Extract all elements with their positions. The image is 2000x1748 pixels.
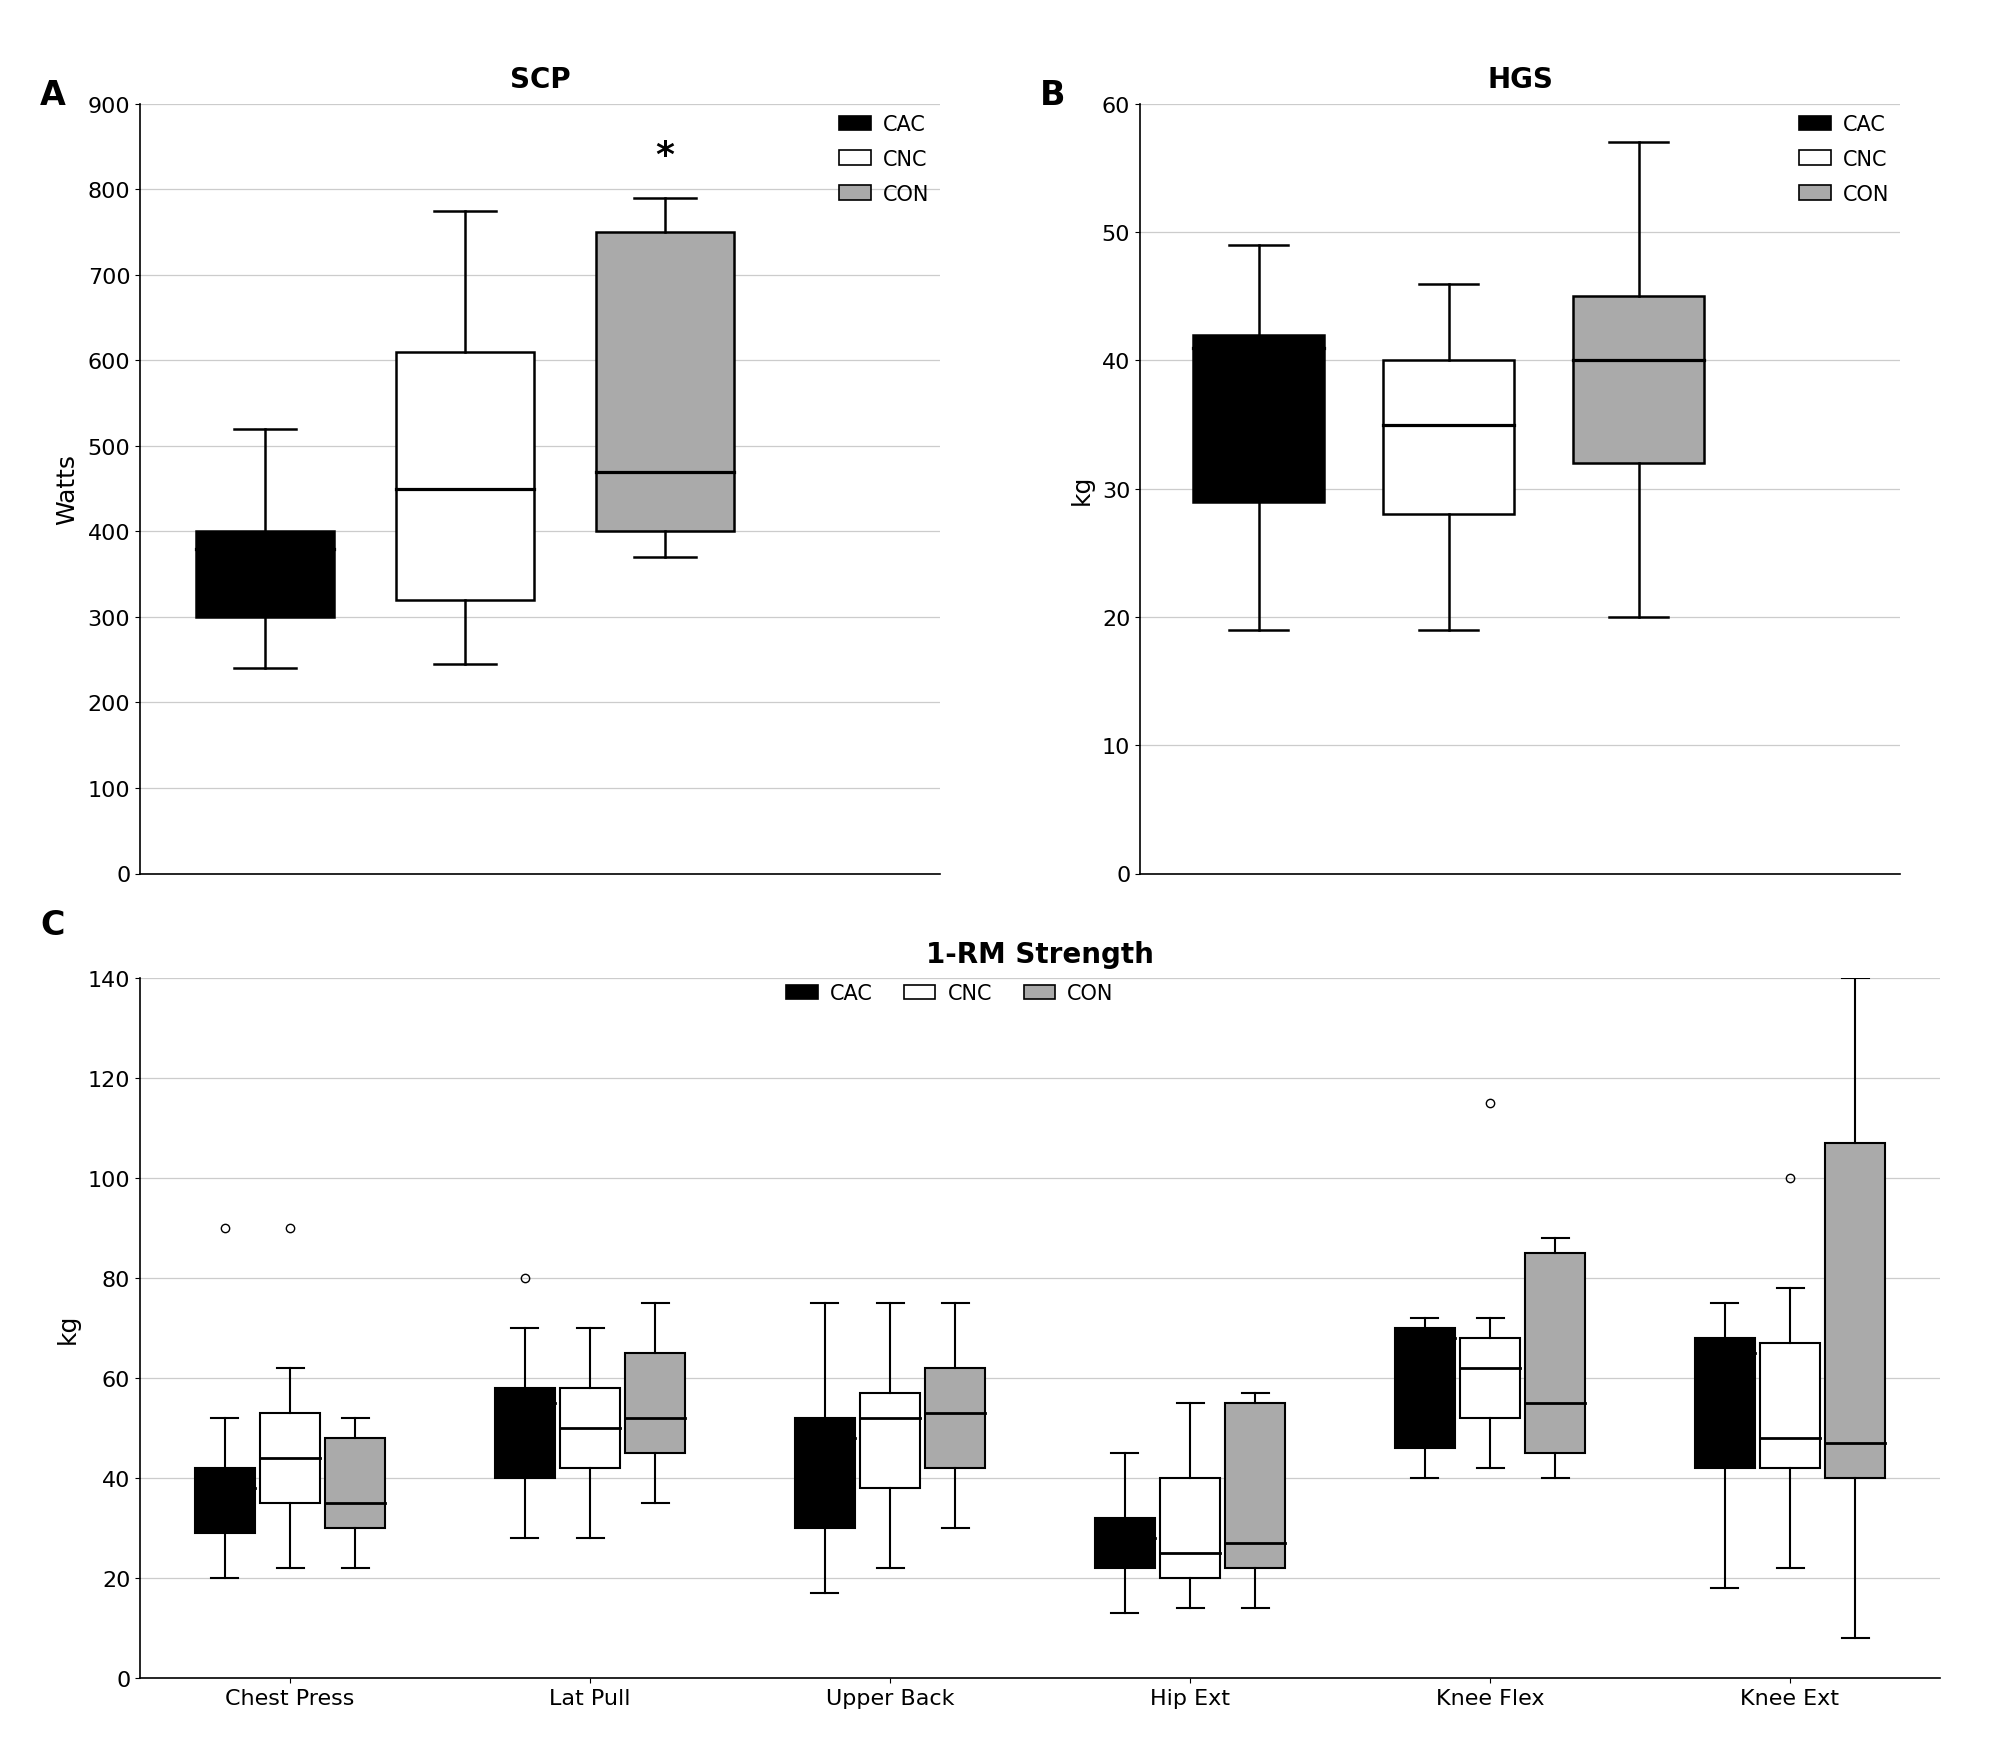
Bar (794, 1418, 854, 1528)
Text: A: A (40, 79, 66, 112)
Bar (1094, 1519, 1154, 1568)
Bar (1226, 1404, 1286, 1568)
Bar (260, 1414, 320, 1503)
Bar (194, 1468, 254, 1533)
Text: B: B (1040, 79, 1066, 112)
Title: SCP: SCP (510, 66, 570, 94)
Y-axis label: kg: kg (56, 1313, 80, 1344)
Bar (560, 1388, 620, 1468)
Bar (494, 1388, 554, 1479)
Bar (860, 1393, 920, 1488)
Bar (1194, 336, 1324, 502)
Bar (196, 531, 334, 617)
Bar (396, 353, 534, 601)
Y-axis label: Watts: Watts (56, 454, 80, 524)
Y-axis label: kg: kg (1070, 474, 1094, 505)
Bar (1526, 1253, 1586, 1453)
Bar (1160, 1479, 1220, 1578)
Bar (596, 232, 734, 531)
Bar (626, 1353, 686, 1453)
Text: C: C (40, 909, 64, 942)
Legend: CAC, CNC, CON: CAC, CNC, CON (1800, 115, 1890, 205)
Bar (926, 1369, 986, 1468)
Bar (1460, 1339, 1520, 1418)
Title: HGS: HGS (1488, 66, 1552, 94)
Bar (1394, 1328, 1454, 1449)
Bar (1384, 362, 1514, 516)
Bar (1760, 1344, 1820, 1468)
Bar (326, 1439, 386, 1528)
Bar (1574, 297, 1704, 463)
Bar (1694, 1339, 1754, 1468)
Legend: CAC, CNC, CON: CAC, CNC, CON (840, 115, 930, 205)
Title: 1-RM Strength: 1-RM Strength (926, 940, 1154, 968)
Text: *: * (656, 140, 674, 173)
Legend: CAC, CNC, CON: CAC, CNC, CON (778, 975, 1122, 1012)
Bar (1826, 1143, 1886, 1479)
